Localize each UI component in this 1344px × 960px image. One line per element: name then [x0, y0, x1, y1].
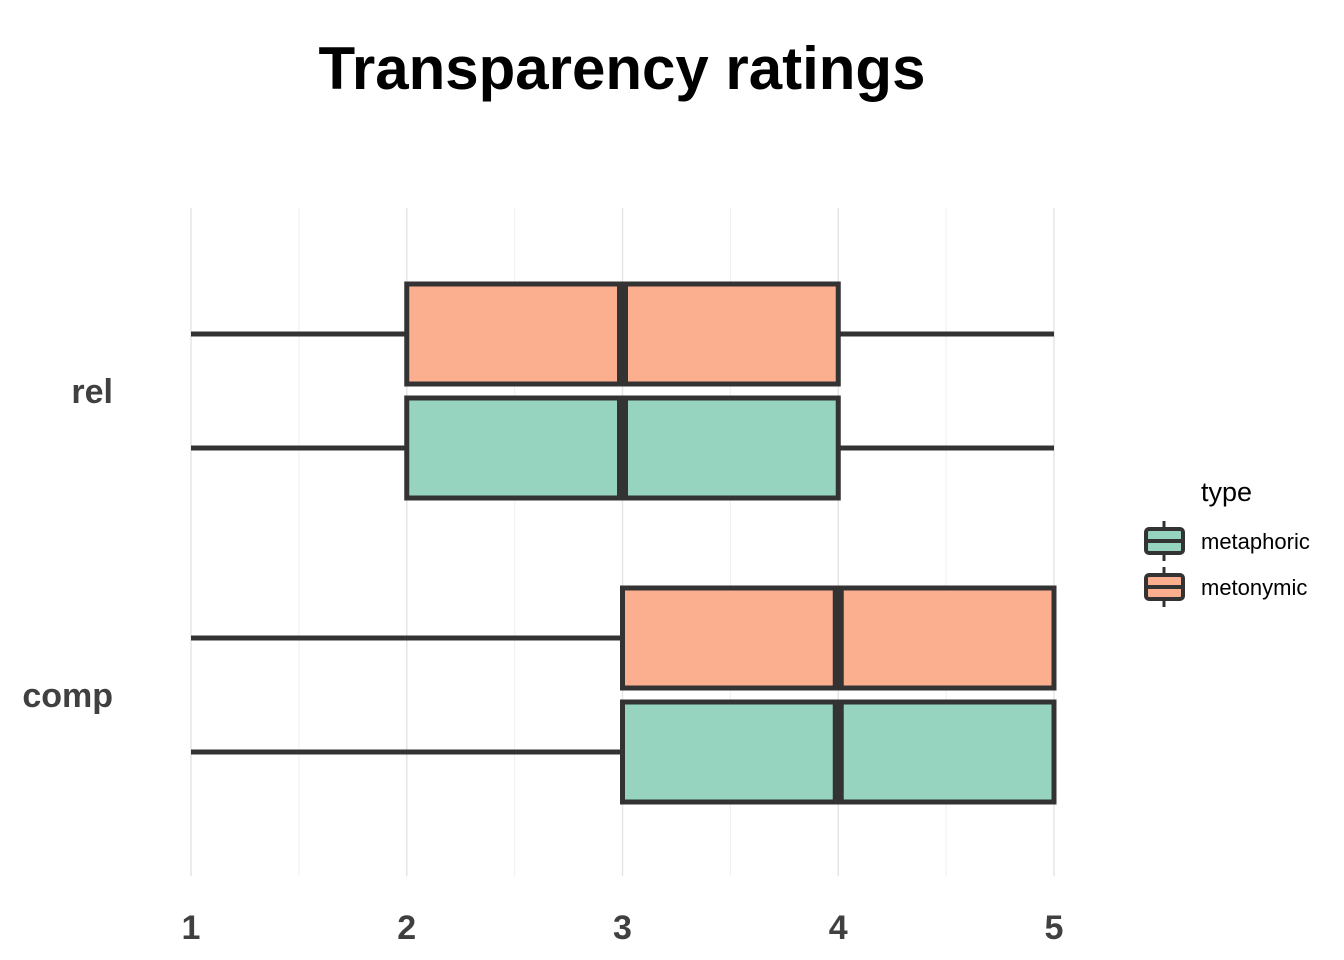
x-tick-label: 1	[182, 909, 201, 947]
plot-area	[191, 281, 1057, 805]
legend-item-metonymic: metonymic	[1144, 567, 1307, 607]
legend-title: type	[1201, 477, 1252, 507]
legend-items: metaphoric metonymic	[1144, 521, 1310, 607]
x-tick-label: 4	[829, 909, 848, 947]
legend: type metaphoric metonymic	[1144, 477, 1310, 607]
y-tick-label: comp	[22, 677, 113, 715]
x-tick-label: 2	[397, 909, 416, 947]
x-axis-ticks: 1 2 3 4 5	[182, 909, 1064, 947]
chart-title: Transparency ratings	[319, 35, 926, 102]
y-tick-label: rel	[71, 373, 113, 411]
boxplot-metaphoric-rel	[191, 395, 1054, 501]
y-axis-ticks: rel comp	[22, 373, 113, 715]
legend-label: metaphoric	[1201, 529, 1310, 554]
legend-item-metaphoric: metaphoric	[1144, 521, 1310, 561]
boxplot-metonymic-rel	[191, 281, 1054, 387]
boxplot-metaphoric-comp	[191, 699, 1057, 805]
x-tick-label: 3	[613, 909, 632, 947]
x-tick-label: 5	[1045, 909, 1064, 947]
legend-label: metonymic	[1201, 575, 1307, 600]
boxplot-metonymic-comp	[191, 585, 1057, 691]
